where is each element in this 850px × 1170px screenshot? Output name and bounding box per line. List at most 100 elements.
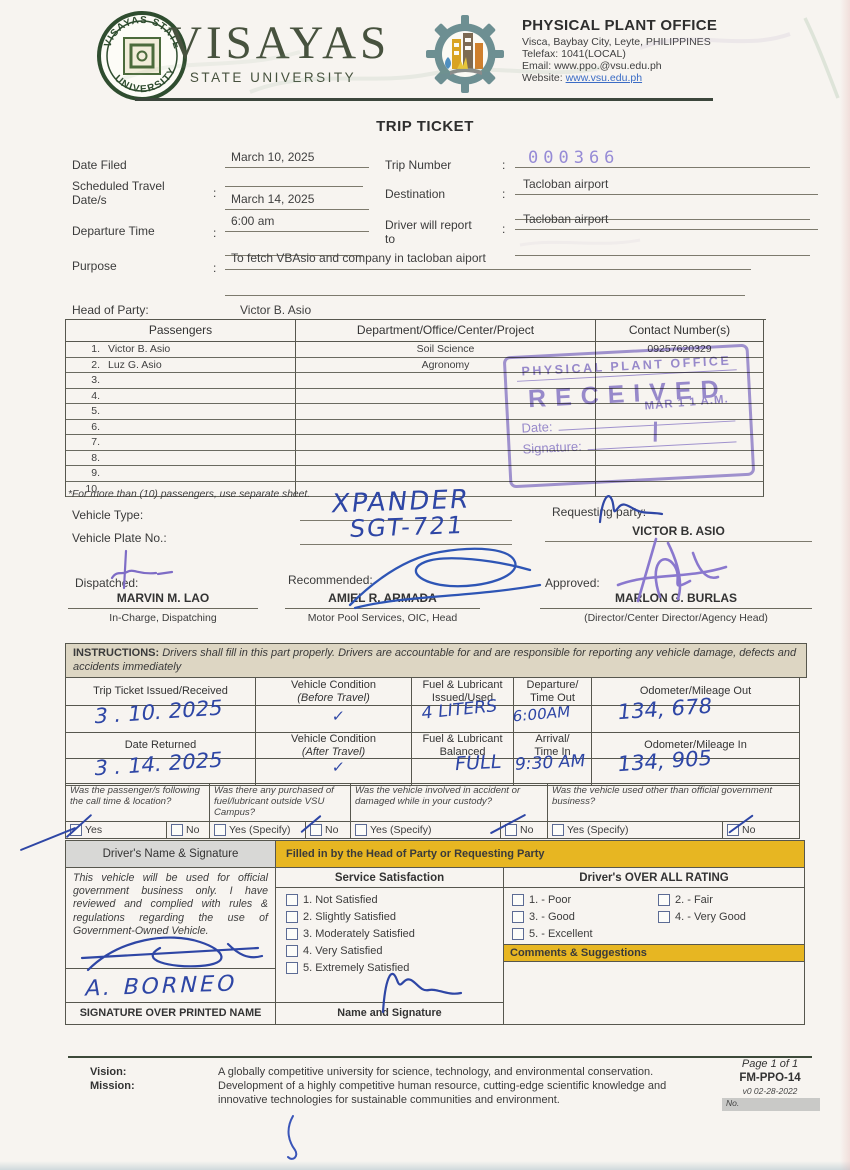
hw-fuel-balanced: FULL bbox=[453, 750, 503, 776]
header-rule bbox=[135, 98, 713, 101]
scheduled-travel-label2: Date/s bbox=[72, 193, 107, 207]
driver-log-grid: Trip Ticket Issued/Received Vehicle Cond… bbox=[65, 677, 800, 786]
trip-number-line bbox=[515, 150, 810, 168]
passenger-dept: Agronomy bbox=[296, 357, 596, 373]
satisfaction-option: 2. Slightly Satisfied bbox=[286, 908, 503, 925]
checkbox-icon bbox=[658, 910, 670, 923]
departure-colon: : bbox=[213, 226, 217, 240]
website-link[interactable]: www.vsu.edu.ph bbox=[565, 72, 643, 84]
satisfaction-option: 3. Moderately Satisfied bbox=[286, 925, 503, 942]
trip-number-label: Trip Number bbox=[385, 158, 452, 172]
departure-time-label: Departure Time bbox=[72, 224, 155, 238]
table-row: 5. bbox=[66, 404, 766, 420]
checkbox-icon bbox=[512, 927, 524, 940]
page-number: Page 1 of 1 bbox=[741, 1058, 799, 1070]
cell-fuel-out bbox=[412, 706, 514, 733]
row-number: 9. bbox=[91, 467, 100, 479]
mission-text: Development of a highly competitive huma… bbox=[218, 1080, 667, 1106]
rating-option: 2. - Fair bbox=[658, 891, 804, 908]
header-vehicle-condition-after: Vehicle Condition (After Travel) bbox=[256, 733, 412, 759]
signature-over-printed-name-label: SIGNATURE OVER PRINTED NAME bbox=[79, 1007, 262, 1019]
cell-fuel-balanced bbox=[412, 759, 514, 786]
driver-cell-divider bbox=[66, 968, 275, 969]
header-trip-ticket-issued: Trip Ticket Issued/Received bbox=[66, 678, 256, 706]
table-row: 2. Luz G. Asio Agronomy bbox=[66, 357, 766, 373]
scheduled-colon: : bbox=[213, 186, 217, 200]
ppo-gear-logo bbox=[426, 15, 504, 93]
office-name: PHYSICAL PLANT OFFICE bbox=[522, 17, 718, 34]
destination-label: Destination bbox=[385, 187, 446, 201]
cell-time-out bbox=[514, 706, 592, 733]
stray-pen-squiggle bbox=[287, 1115, 298, 1160]
row-number: 5. bbox=[91, 405, 100, 417]
purpose-colon: : bbox=[213, 261, 217, 275]
office-website-row: Website: www.vsu.edu.ph bbox=[522, 72, 812, 84]
header-odometer-out: Odometer/Mileage Out bbox=[592, 678, 800, 706]
approved-name: MARLON G. BURLAS bbox=[615, 591, 737, 605]
checkbox-icon bbox=[310, 824, 322, 836]
vehicle-type-label: Vehicle Type: bbox=[72, 508, 144, 522]
driver-report-value: Tacloban airport bbox=[515, 212, 818, 230]
date-filed-label: Date Filed bbox=[72, 158, 127, 172]
rating-option: 5. - Excellent bbox=[512, 925, 658, 942]
recommended-signature bbox=[348, 547, 542, 610]
destination-colon: : bbox=[502, 187, 506, 201]
rating-option: 4. - Very Good bbox=[658, 908, 804, 925]
scheduled-travel-label: Scheduled Travel bbox=[72, 179, 165, 193]
table-row: 7. bbox=[66, 435, 766, 451]
approved-signature bbox=[616, 537, 728, 603]
table-row: 3. bbox=[66, 373, 766, 389]
filled-by-header: Filled in by the Head of Party or Reques… bbox=[276, 841, 804, 868]
hw-cond-after-check: ✓ bbox=[330, 757, 346, 777]
received-stamp: PHYSICAL PLANT OFFICE RECEIVED Date: MAR… bbox=[502, 343, 756, 489]
driver-cell-divider2 bbox=[66, 1002, 275, 1003]
passenger-name: Victor B. Asio bbox=[108, 343, 171, 355]
vehicle-plate-handwritten: SGT-721 bbox=[347, 511, 466, 543]
university-wordmark: VISAYAS bbox=[168, 17, 391, 69]
checkbox-icon bbox=[214, 824, 226, 836]
dispatched-line bbox=[68, 608, 258, 609]
question-fuel-purchase: Was there any purchased of fuel/lubrican… bbox=[210, 784, 351, 839]
vsu-seal-logo: VISAYAS STATE UNIVERSITY bbox=[97, 11, 187, 101]
checkbox-icon bbox=[355, 824, 367, 836]
head-of-party-value: Victor B. Asio bbox=[240, 303, 312, 317]
destination-value: Tacloban airport bbox=[515, 177, 818, 195]
trip-number-colon: : bbox=[502, 158, 506, 172]
stamp-signature-mark bbox=[653, 421, 657, 442]
recommended-name: AMIEL R. ARMADA bbox=[328, 591, 437, 605]
office-address: Visca, Baybay City, Leyte, PHILIPPINES bbox=[522, 36, 711, 48]
row-number: 2. bbox=[91, 358, 100, 371]
dispatched-label: Dispatched: bbox=[75, 576, 139, 590]
satisfaction-option: 1. Not Satisfied bbox=[286, 891, 503, 908]
hw-time-in: 9:30 AM bbox=[513, 751, 587, 775]
row-number: 10. bbox=[85, 482, 100, 495]
driver-report-colon: : bbox=[502, 222, 506, 236]
form-number-box: No. bbox=[722, 1098, 820, 1111]
form-code: FM-PPO-14 bbox=[739, 1072, 801, 1084]
cell-odo-in bbox=[592, 759, 800, 786]
dispatched-name: MARVIN M. LAO bbox=[116, 591, 210, 605]
table-row: 6. bbox=[66, 419, 766, 435]
col-header-contact: Contact Number(s) bbox=[596, 320, 764, 342]
header-date-returned: Date Returned bbox=[66, 733, 256, 759]
form-version: v0 02-28-2022 bbox=[742, 1086, 798, 1096]
purpose-blank-line bbox=[225, 281, 745, 296]
cell-date-returned bbox=[66, 759, 256, 786]
office-email: Email: www.ppo.@vsu.edu.ph bbox=[522, 60, 662, 72]
purpose-value: To fetch VBAsio and company in tacloban … bbox=[225, 251, 751, 270]
rating-option: 1. - Poor bbox=[512, 891, 658, 908]
dispatched-title: In-Charge, Dispatching bbox=[109, 612, 217, 624]
row-number: 1. bbox=[91, 343, 100, 355]
university-wordmark-sub: STATE UNIVERSITY bbox=[189, 70, 357, 85]
website-label: Website: bbox=[522, 72, 563, 84]
row-number: 4. bbox=[91, 389, 100, 402]
cell-time-in bbox=[514, 759, 592, 786]
question-accident: Was the vehicle involved in accident or … bbox=[351, 784, 548, 839]
destination-blank-line bbox=[515, 205, 810, 220]
col-header-department: Department/Office/Center/Project bbox=[296, 320, 596, 342]
footer-rule bbox=[68, 1056, 812, 1058]
row-number: 6. bbox=[91, 420, 100, 433]
dispatched-signature bbox=[110, 549, 174, 590]
instructions-lead: INSTRUCTIONS: bbox=[73, 647, 160, 659]
